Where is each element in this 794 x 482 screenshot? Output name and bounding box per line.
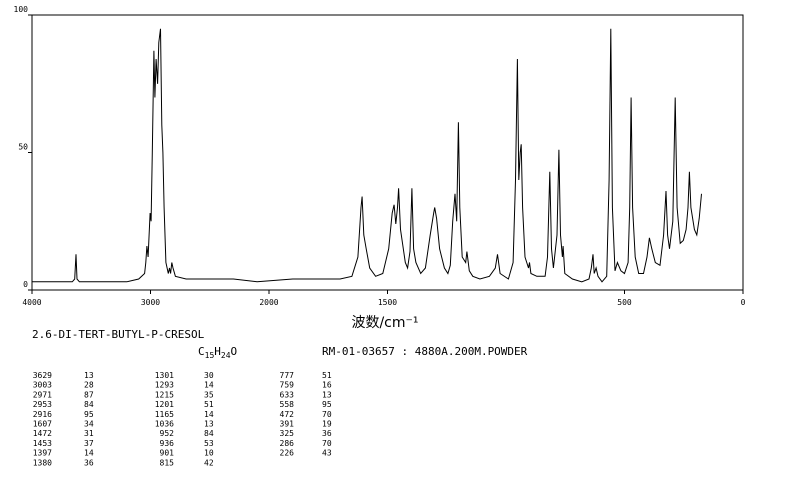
x-tick-label: 1500 — [378, 298, 397, 307]
peak-intensity: 34 — [84, 420, 94, 429]
peak-wavenumber: 759 — [280, 381, 295, 390]
peak-wavenumber: 936 — [160, 439, 175, 448]
compound-name: 2.6-DI-TERT-BUTYL-P-CRESOL — [32, 328, 205, 341]
peak-intensity: 37 — [84, 439, 94, 448]
peak-wavenumber: 777 — [280, 371, 295, 380]
peak-wavenumber: 1453 — [33, 439, 52, 448]
peak-intensity: 51 — [322, 371, 332, 380]
peak-wavenumber: 391 — [280, 420, 295, 429]
peak-wavenumber: 633 — [280, 390, 295, 399]
peak-wavenumber: 2953 — [33, 400, 52, 409]
peak-wavenumber: 325 — [280, 429, 295, 438]
peak-intensity: 36 — [84, 458, 94, 467]
x-tick-label: 0 — [741, 298, 746, 307]
formula-element: C — [198, 345, 205, 358]
peak-wavenumber: 558 — [280, 400, 295, 409]
plot-frame — [31, 14, 744, 291]
y-tick-label: 100 — [14, 5, 29, 14]
peak-wavenumber: 1201 — [155, 400, 174, 409]
peak-intensity: 14 — [204, 410, 214, 419]
peak-intensity: 19 — [322, 420, 332, 429]
peak-intensity: 87 — [84, 390, 94, 399]
peak-intensity: 95 — [84, 410, 94, 419]
sample-code: RM-01-03657 : 4880A.200M.POWDER — [322, 345, 528, 358]
peak-intensity: 31 — [84, 429, 94, 438]
peak-wavenumber: 226 — [280, 449, 295, 458]
peak-intensity: 28 — [84, 381, 94, 390]
x-tick-label: 3000 — [141, 298, 160, 307]
peak-intensity: 14 — [84, 449, 94, 458]
peak-wavenumber: 1293 — [155, 381, 174, 390]
peak-intensity: 14 — [204, 381, 214, 390]
peak-wavenumber: 1301 — [155, 371, 174, 380]
x-tick-label: 4000 — [22, 298, 41, 307]
peak-intensity: 16 — [322, 381, 332, 390]
peak-intensity: 36 — [322, 429, 332, 438]
peak-intensity: 43 — [322, 449, 332, 458]
peak-intensity: 95 — [322, 400, 332, 409]
peak-intensity: 13 — [84, 371, 94, 380]
peak-intensity: 70 — [322, 410, 332, 419]
peak-wavenumber: 952 — [160, 429, 175, 438]
peak-intensity: 42 — [204, 458, 214, 467]
peak-intensity: 51 — [204, 400, 214, 409]
formula-subscript: 24 — [221, 351, 231, 360]
y-tick-label: 0 — [23, 280, 28, 289]
peak-intensity: 13 — [322, 390, 332, 399]
peak-intensity: 30 — [204, 371, 214, 380]
x-tick-label: 2000 — [259, 298, 278, 307]
peak-wavenumber: 901 — [160, 449, 175, 458]
x-tick-label: 500 — [617, 298, 632, 307]
y-tick-label: 50 — [18, 143, 28, 152]
peak-intensity: 35 — [204, 390, 214, 399]
peak-wavenumber: 1036 — [155, 420, 174, 429]
peak-intensity: 10 — [204, 449, 214, 458]
peak-intensity: 84 — [204, 429, 214, 438]
peak-wavenumber: 1215 — [155, 390, 174, 399]
peak-wavenumber: 1607 — [33, 420, 52, 429]
spectrum-line — [32, 28, 702, 283]
formula-element: H — [214, 345, 221, 358]
peak-intensity: 13 — [204, 420, 214, 429]
x-axis-label: 波数/cm⁻¹ — [351, 315, 418, 331]
peak-wavenumber: 1397 — [33, 449, 52, 458]
peak-wavenumber: 3003 — [33, 381, 52, 390]
peak-wavenumber: 472 — [280, 410, 295, 419]
formula-element: O — [231, 345, 238, 358]
formula: C15H24O — [198, 345, 237, 360]
peak-wavenumber: 2916 — [33, 410, 52, 419]
formula-subscript: 15 — [205, 351, 215, 360]
peak-intensity: 84 — [84, 400, 94, 409]
peak-intensity: 53 — [204, 439, 214, 448]
peak-wavenumber: 2971 — [33, 390, 52, 399]
peak-wavenumber: 1380 — [33, 458, 52, 467]
peak-wavenumber: 1472 — [33, 429, 52, 438]
peak-wavenumber: 3629 — [33, 371, 52, 380]
peak-wavenumber: 286 — [280, 439, 295, 448]
peak-intensity: 70 — [322, 439, 332, 448]
peak-wavenumber: 1165 — [155, 410, 174, 419]
peak-wavenumber: 815 — [160, 458, 175, 467]
